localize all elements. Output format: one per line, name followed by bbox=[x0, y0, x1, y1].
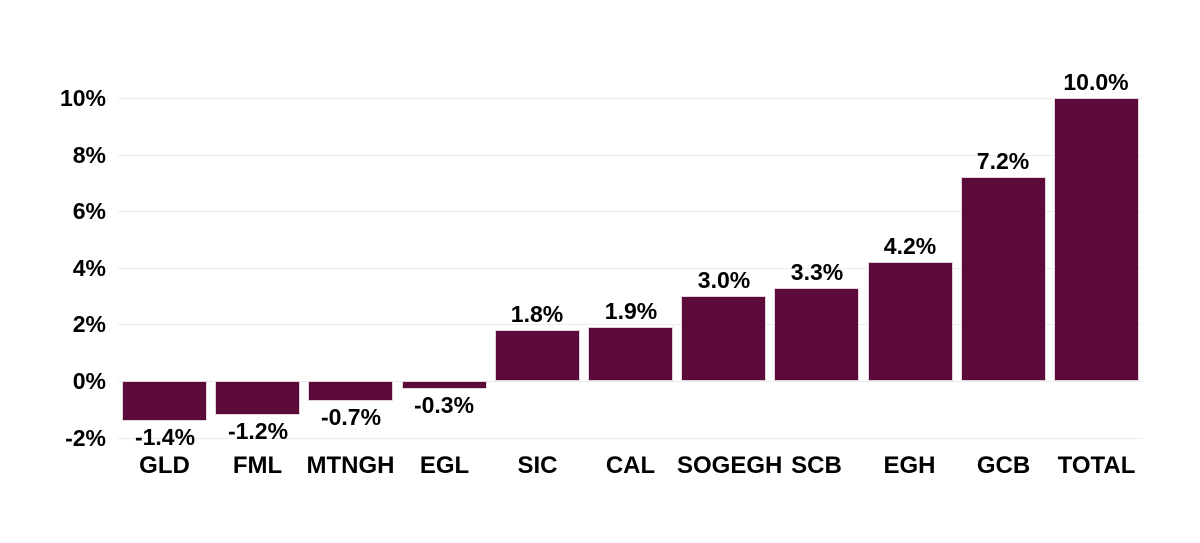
bar-value-label: 3.3% bbox=[790, 259, 844, 285]
bar-egh bbox=[868, 262, 953, 381]
bar-value-label: 4.2% bbox=[883, 233, 937, 259]
bar-cal bbox=[588, 327, 673, 381]
gridline bbox=[118, 155, 1143, 156]
y-axis-tick-label: -2% bbox=[65, 425, 106, 451]
x-axis-label-mtngh: MTNGH bbox=[306, 452, 395, 479]
x-axis-label-sogegh: SOGEGH bbox=[677, 452, 783, 479]
x-axis-label-sic: SIC bbox=[517, 452, 558, 479]
gridline bbox=[118, 324, 1143, 325]
bar-mtngh bbox=[308, 381, 393, 401]
bar-value-label: 3.0% bbox=[697, 267, 751, 293]
bar-fml bbox=[215, 381, 300, 415]
x-axis-label-fml: FML bbox=[232, 452, 283, 479]
gridline bbox=[118, 211, 1143, 212]
y-axis-tick-label: 8% bbox=[72, 142, 106, 168]
y-axis-tick-label: 6% bbox=[72, 198, 106, 224]
bar-value-label: 1.8% bbox=[510, 301, 564, 327]
x-axis-label-gld: GLD bbox=[139, 452, 190, 479]
x-axis-label-gcb: GCB bbox=[976, 452, 1031, 479]
gridline bbox=[118, 98, 1143, 99]
bar-value-label: 1.9% bbox=[604, 298, 658, 324]
gridline bbox=[118, 438, 1143, 439]
x-axis-label-cal: CAL bbox=[605, 452, 656, 479]
bar-total bbox=[1054, 98, 1139, 381]
x-axis-label-egl: EGL bbox=[419, 452, 470, 479]
bar-value-label: -0.7% bbox=[320, 404, 382, 430]
bar-sogegh bbox=[681, 296, 766, 381]
gridline bbox=[118, 268, 1143, 269]
bar-egl bbox=[402, 381, 487, 389]
y-axis-tick-label: 0% bbox=[72, 368, 106, 394]
gridline bbox=[118, 381, 1143, 382]
bar-value-label: -1.2% bbox=[227, 418, 289, 444]
bar-value-label: -1.4% bbox=[134, 424, 196, 450]
y-axis-tick-label: 10% bbox=[59, 85, 106, 111]
bar-sic bbox=[495, 330, 580, 381]
y-axis-tick-label: 4% bbox=[72, 255, 106, 281]
bar-value-label: -0.3% bbox=[413, 392, 475, 418]
x-axis-label-egh: EGH bbox=[883, 452, 936, 479]
x-axis-label-scb: SCB bbox=[791, 452, 842, 479]
bar-gcb bbox=[961, 177, 1046, 381]
x-axis-label-total: TOTAL bbox=[1057, 452, 1136, 479]
bar-gld bbox=[122, 381, 207, 421]
bar-scb bbox=[774, 288, 859, 381]
y-axis-tick-label: 2% bbox=[72, 311, 106, 337]
bar-value-label: 10.0% bbox=[1063, 69, 1129, 95]
bar-value-label: 7.2% bbox=[976, 148, 1030, 174]
